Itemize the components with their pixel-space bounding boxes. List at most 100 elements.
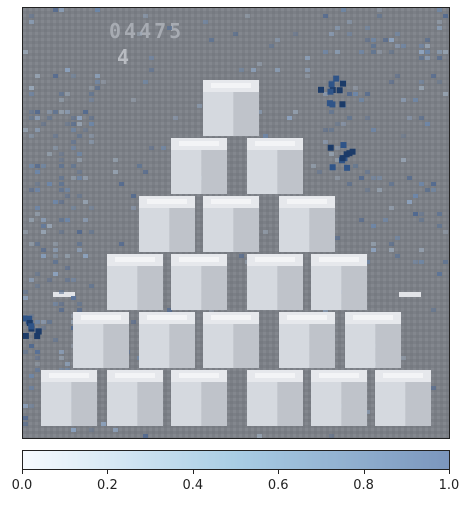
noise-speck [425,122,430,126]
noise-speck [443,230,448,234]
noise-speck [137,32,142,36]
noise-speck [443,260,448,264]
noise-speck [401,44,406,48]
noise-speck [53,134,58,138]
pyramid-cube [247,370,303,426]
noise-speck [323,140,328,144]
hotspot-pixel [336,87,343,94]
noise-speck [23,422,28,426]
pyramid-cube [203,196,259,252]
noise-speck [119,182,124,186]
noise-speck [35,320,40,324]
noise-speck [389,38,394,42]
noise-speck [377,176,382,180]
noise-speck [53,272,58,276]
noise-speck [59,182,64,186]
hotspot-pixel [340,142,347,149]
noise-speck [65,68,70,72]
noise-speck [419,116,424,120]
noise-speck [113,170,118,174]
pyramid-cube [107,254,163,310]
noise-speck [371,38,376,42]
game-board: 04475 4 [23,8,450,438]
noise-speck [257,434,262,438]
noise-speck [59,350,64,354]
noise-speck [395,236,400,240]
noise-speck [401,158,406,162]
noise-speck [371,128,376,132]
noise-speck [305,74,310,78]
hotspot-pixel [318,86,325,93]
hotspot-pixel [344,164,351,171]
hotspot-pixel [35,328,42,335]
noise-speck [35,164,40,168]
pyramid-cube [203,80,259,136]
noise-speck [77,302,82,306]
noise-speck [347,182,352,186]
noise-speck [389,80,394,84]
noise-speck [29,92,34,96]
noise-speck [395,32,400,36]
noise-speck [437,212,442,216]
noise-speck [29,242,34,246]
noise-speck [377,14,382,18]
noise-speck [389,50,394,54]
colorbar-tick [192,470,194,474]
noise-speck [35,74,40,78]
noise-speck [395,254,400,258]
noise-speck [65,122,70,126]
noise-speck [35,170,40,174]
noise-speck [35,188,40,192]
noise-speck [431,386,436,390]
noise-speck [77,194,82,198]
noise-speck [23,404,28,408]
noise-speck [347,32,352,36]
noise-speck [395,44,400,48]
noise-speck [83,128,88,132]
noise-speck [347,92,352,96]
noise-speck [437,20,442,24]
pyramid-cubes [41,80,431,426]
noise-speck [65,188,70,192]
noise-speck [341,122,346,126]
lives-display: 4 [117,45,129,69]
noise-speck [449,56,450,60]
noise-speck [245,14,250,18]
pyramid-cube [279,196,335,252]
noise-speck [77,248,82,252]
noise-speck [53,302,58,306]
colorbar-tick-label: 0.4 [182,478,204,493]
noise-speck [29,344,34,348]
colorbar-tick [449,470,450,474]
noise-speck [71,164,76,168]
noise-speck [77,152,82,156]
hotspot-pixel [26,319,33,326]
noise-speck [71,206,76,210]
noise-speck [41,326,46,330]
hotspot-pixel [23,332,29,339]
noise-speck [77,230,82,234]
noise-speck [89,140,94,144]
noise-speck [77,242,82,246]
pyramid-cube [247,254,303,310]
attention-hotspots [23,75,356,340]
noise-speck [371,224,376,228]
noise-speck [71,140,76,144]
hotspot-pixel [346,150,353,157]
noise-speck [425,38,430,42]
noise-speck [365,260,370,264]
noise-speck [89,284,94,288]
noise-speck [419,182,424,186]
noise-speck [47,320,52,324]
noise-speck [59,158,64,162]
noise-speck [449,236,450,240]
noise-speck [167,308,172,312]
noise-speck [41,248,46,252]
noise-speck [89,98,94,102]
noise-speck [137,164,142,168]
noise-speck [53,146,58,150]
noise-speck [437,26,442,30]
noise-speck [413,260,418,264]
noise-speck [383,218,388,222]
noise-speck [47,224,52,228]
